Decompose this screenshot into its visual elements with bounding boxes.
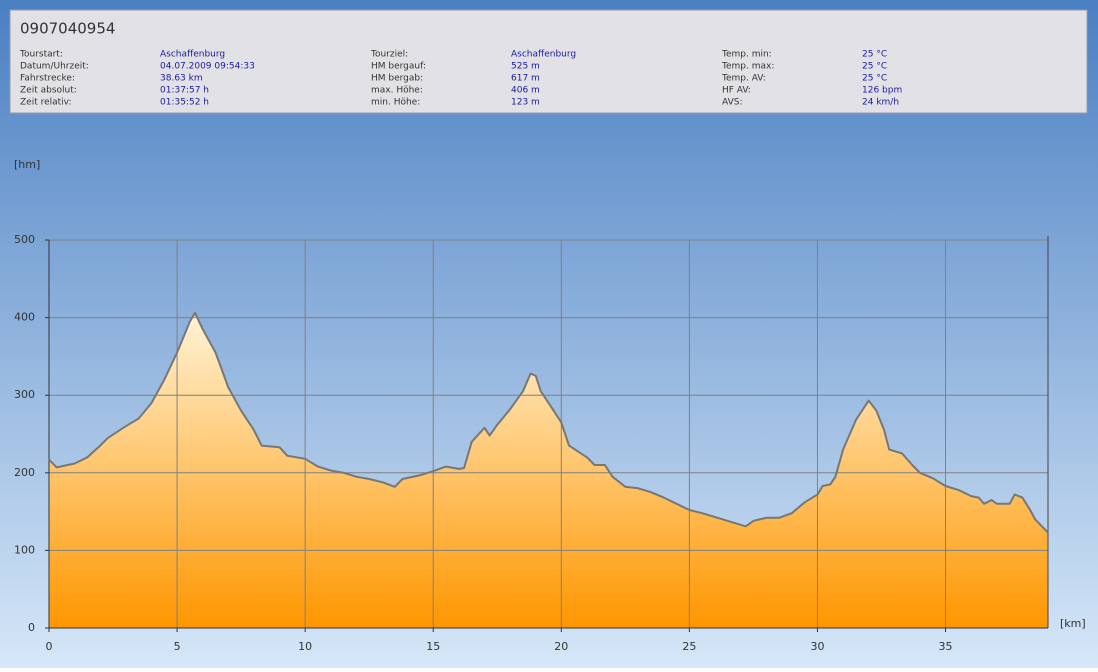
info-label: HM bergab: — [371, 74, 423, 84]
info-value: 24 km/h — [862, 98, 899, 108]
info-label: Zeit absolut: — [20, 86, 77, 96]
info-label: Tourstart: — [19, 50, 63, 60]
y-tick-label: 500 — [14, 233, 35, 246]
area-fill — [49, 312, 1048, 628]
info-label: max. Höhe: — [371, 86, 423, 96]
info-panel — [9, 9, 1088, 114]
x-tick-label: 0 — [46, 640, 53, 653]
info-label: Temp. AV: — [721, 74, 766, 84]
info-value: 25 °C — [862, 74, 887, 84]
x-tick-label: 5 — [174, 640, 181, 653]
info-label: AVS: — [722, 98, 742, 108]
info-value: 406 m — [511, 86, 540, 96]
info-label: Tourziel: — [370, 50, 408, 60]
info-value: 123 m — [511, 98, 540, 108]
info-label: HF AV: — [722, 86, 751, 96]
info-title: 0907040954 — [20, 20, 115, 38]
info-value: 525 m — [511, 62, 540, 72]
y-tick-label: 200 — [14, 466, 35, 479]
y-tick-label: 400 — [14, 311, 35, 324]
info-label: Fahrstrecke: — [20, 74, 75, 84]
x-axis-label: [km] — [1060, 617, 1086, 630]
x-tick-label: 25 — [682, 640, 696, 653]
info-value: 126 bpm — [862, 86, 902, 96]
x-tick-label: 15 — [426, 640, 440, 653]
info-label: Datum/Uhrzeit: — [20, 62, 89, 72]
elevation-line — [48, 311, 1049, 534]
y-axis-label: [hm] — [14, 158, 40, 171]
x-tick-label: 10 — [298, 640, 312, 653]
info-value: 25 °C — [862, 50, 887, 60]
info-label: min. Höhe: — [371, 98, 420, 108]
info-label: Zeit relativ: — [20, 98, 72, 108]
x-tick-label: 35 — [939, 640, 953, 653]
info-label: HM bergauf: — [371, 62, 426, 72]
info-value: 01:35:52 h — [160, 98, 209, 108]
info-value: 01:37:57 h — [160, 86, 209, 96]
info-value: Aschaffenburg — [511, 50, 576, 60]
x-tick-label: 30 — [810, 640, 824, 653]
info-value: 04.07.2009 09:54:33 — [160, 62, 255, 72]
y-tick-label: 0 — [28, 621, 35, 634]
x-tick-label: 20 — [554, 640, 568, 653]
info-value: 38.63 km — [160, 74, 203, 84]
info-label: Temp. max: — [721, 62, 774, 72]
info-value: 25 °C — [862, 62, 887, 72]
info-label: Temp. min: — [721, 50, 772, 60]
info-value: Aschaffenburg — [160, 50, 225, 60]
y-tick-label: 100 — [14, 543, 35, 556]
y-tick-label: 300 — [14, 388, 35, 401]
info-value: 617 m — [511, 74, 540, 84]
